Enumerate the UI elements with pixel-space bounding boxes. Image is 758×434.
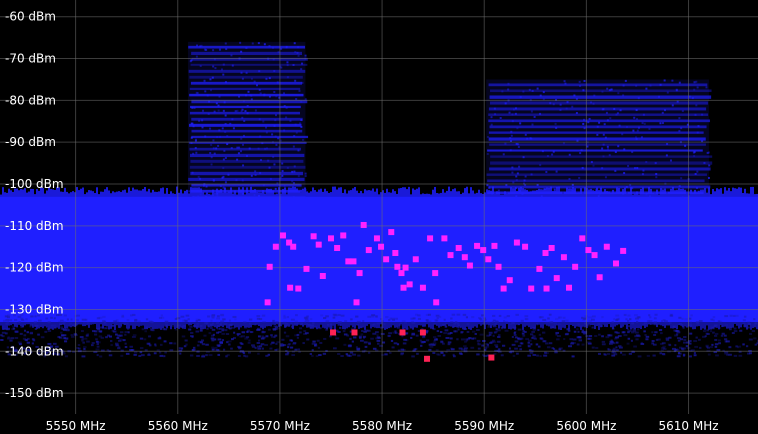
data-point (480, 247, 487, 254)
data-point (279, 232, 286, 239)
data-point (399, 329, 406, 336)
series-1 (330, 329, 495, 362)
data-point (553, 275, 560, 282)
data-point (266, 263, 273, 270)
y-tick-label: -90 dBm (5, 135, 56, 149)
data-point (613, 260, 620, 267)
data-point (350, 258, 357, 265)
data-point (620, 247, 627, 254)
data-point (474, 242, 481, 249)
data-point (485, 256, 492, 263)
data-point (290, 243, 297, 250)
data-point (542, 250, 549, 256)
y-tick-label: -100 dBm (5, 177, 64, 191)
data-point (353, 299, 360, 306)
data-point (432, 270, 439, 277)
data-point (513, 239, 520, 246)
y-tick-label: -150 dBm (5, 386, 64, 400)
data-point (579, 235, 586, 242)
y-tick-label: -140 dBm (5, 344, 64, 358)
data-point (286, 239, 293, 246)
data-point (392, 250, 399, 256)
data-point (287, 284, 294, 291)
series-0 (264, 221, 627, 306)
data-point (419, 329, 426, 336)
data-point (596, 274, 603, 281)
data-point (566, 284, 573, 291)
data-point (340, 232, 347, 239)
data-point (506, 277, 513, 284)
data-point (603, 243, 610, 250)
data-point (334, 244, 341, 251)
x-tick-label: 5600 MHz (556, 419, 616, 433)
data-point (455, 244, 462, 251)
data-point (488, 354, 495, 361)
data-point (264, 299, 271, 306)
tick-labels: -60 dBm -70 dBm -80 dBm -90 dBm -100 dBm -110… (5, 10, 719, 433)
data-point (402, 264, 409, 271)
data-point (466, 262, 473, 269)
data-point (398, 270, 405, 277)
data-point (330, 329, 337, 336)
data-point (419, 284, 426, 291)
data-point (433, 299, 440, 306)
data-point (356, 270, 363, 277)
spectrum-band-burst (486, 79, 713, 199)
data-point (351, 329, 358, 336)
data-point (394, 263, 401, 270)
x-tick-label: 5550 MHz (46, 419, 106, 433)
data-point (441, 235, 448, 242)
data-point (447, 252, 454, 259)
data-point (406, 281, 413, 288)
spectrum-layer (0, 41, 758, 358)
data-point (424, 355, 431, 362)
data-point (522, 243, 529, 250)
data-point (461, 254, 468, 261)
spectrum-band-burst (187, 41, 309, 199)
data-point (536, 265, 543, 272)
data-point (412, 256, 419, 263)
data-point (528, 285, 535, 292)
data-point (572, 263, 579, 270)
x-tick-label: 5590 MHz (454, 419, 514, 433)
data-point (365, 247, 372, 254)
x-tick-label: 5610 MHz (659, 419, 719, 433)
data-point (400, 284, 407, 291)
spectrum-band-floor (0, 186, 758, 330)
data-point (383, 256, 390, 263)
data-point (327, 235, 334, 242)
data-point (560, 254, 567, 261)
data-point (345, 258, 352, 265)
data-point (360, 221, 367, 228)
data-point (310, 233, 317, 240)
y-tick-label: -120 dBm (5, 261, 64, 275)
y-tick-label: -60 dBm (5, 10, 56, 24)
data-point (585, 247, 592, 254)
data-point (427, 235, 434, 242)
data-point (373, 235, 380, 242)
data-point (491, 242, 498, 249)
grid-layer (0, 0, 758, 414)
x-tick-label: 5560 MHz (148, 419, 208, 433)
data-point (319, 273, 326, 279)
data-point (543, 285, 550, 292)
x-tick-label: 5570 MHz (250, 419, 310, 433)
data-point (388, 229, 395, 236)
data-point (272, 243, 279, 250)
data-point (548, 244, 555, 251)
data-point (378, 243, 385, 250)
data-point (495, 263, 502, 270)
data-point (295, 285, 302, 292)
y-tick-label: -70 dBm (5, 52, 56, 66)
x-tick-label: 5580 MHz (352, 419, 412, 433)
y-tick-label: -110 dBm (5, 219, 64, 233)
data-point (500, 285, 507, 292)
data-point (315, 241, 322, 248)
points-layer (264, 221, 627, 362)
data-point (303, 265, 310, 272)
y-tick-label: -80 dBm (5, 93, 56, 107)
data-point (591, 252, 598, 259)
y-tick-label: -130 dBm (5, 302, 64, 316)
